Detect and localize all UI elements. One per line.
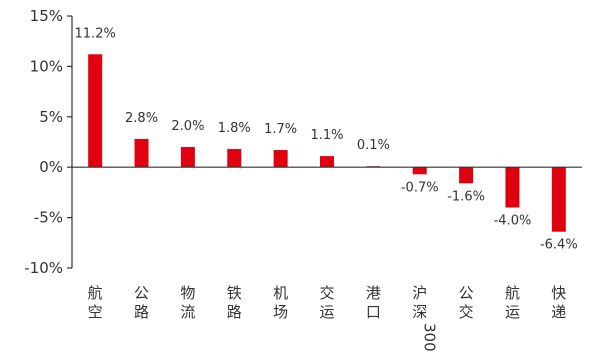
bar-6 — [320, 156, 334, 168]
bar-9 — [459, 167, 474, 184]
y-tick-label: 5% — [39, 108, 63, 126]
x-tick-label: 路 — [227, 303, 242, 321]
y-tick-label: 15% — [30, 7, 63, 25]
bar-5 — [273, 150, 288, 168]
x-tick-label: 公 — [459, 284, 474, 302]
x-tick-label: 递 — [551, 303, 566, 321]
bar-10 — [505, 167, 520, 208]
data-label: 1.1% — [310, 128, 343, 143]
x-tick-label: 路 — [134, 303, 149, 321]
y-tick-label: 10% — [30, 57, 63, 75]
x-tick-label: 快 — [551, 284, 566, 302]
x-tick-label: 流 — [180, 303, 195, 321]
data-label: 1.8% — [218, 121, 251, 136]
x-tick-label: 空 — [88, 303, 103, 321]
x-tick-label: 航 — [505, 284, 520, 302]
x-tick-label: 航 — [88, 284, 103, 302]
x-tick-label: 港 — [366, 284, 381, 302]
y-axis: 15% 10% 5% 0% -5% -10% — [24, 7, 73, 277]
x-tick-label: 交 — [319, 284, 334, 302]
x-tick-label: 交 — [459, 303, 474, 321]
data-label: -1.6% — [447, 189, 485, 204]
bar-8 — [412, 167, 427, 175]
x-tick-label: 公 — [134, 284, 149, 302]
x-tick-label: 物 — [180, 284, 195, 302]
data-label: -6.4% — [540, 238, 578, 253]
data-label: 2.0% — [171, 119, 204, 134]
data-label: 0.1% — [357, 138, 390, 153]
bars — [88, 54, 566, 232]
bar-2 — [134, 138, 149, 168]
bar-11 — [551, 167, 566, 232]
data-label: -4.0% — [494, 214, 532, 229]
x-tick-label: 深 — [412, 303, 427, 321]
data-labels: 11.2%2.8%2.0% 1.8% 1.7% 1.1%0.1%-0.7%-1.6%-… — [75, 26, 578, 252]
y-tick-label: 0% — [39, 158, 63, 176]
x-tick-label: 机 — [273, 284, 288, 302]
data-label: 2.8% — [125, 111, 158, 126]
x-tick-label: 口 — [366, 303, 381, 321]
data-label: 11.2% — [75, 26, 116, 41]
bar-1 — [88, 54, 103, 168]
bar-3 — [180, 147, 195, 168]
x-tick-label: 沪 — [412, 284, 427, 302]
x-tick-label: 运 — [319, 303, 334, 321]
y-tick-label: -10% — [24, 259, 63, 277]
data-label: -0.7% — [401, 180, 439, 195]
x-tick-label: 铁 — [227, 284, 242, 302]
bar-4 — [227, 149, 242, 168]
y-tick-label: -5% — [34, 209, 63, 227]
data-label: 1.7% — [264, 122, 297, 137]
x-tick-label: 运 — [505, 303, 520, 321]
x-tick-label: 场 — [273, 303, 288, 321]
x-tick-label: 300 — [421, 323, 439, 352]
